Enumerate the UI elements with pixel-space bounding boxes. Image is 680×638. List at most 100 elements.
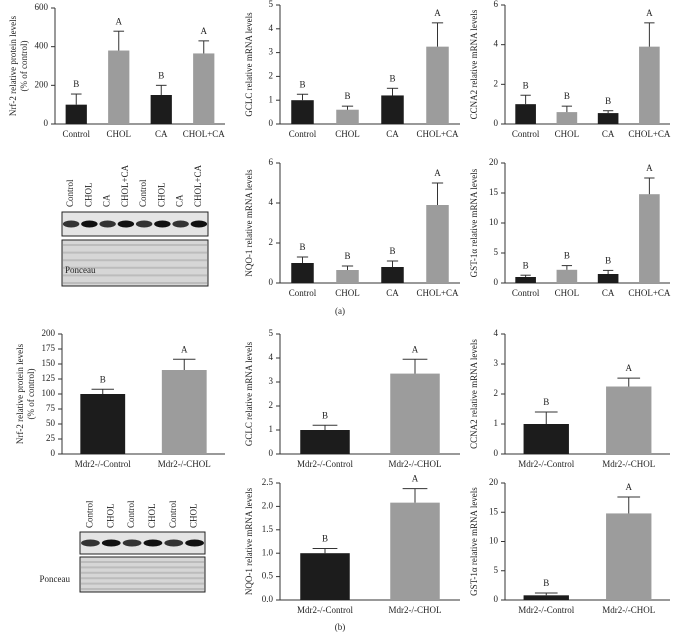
x-tick-label: CA bbox=[155, 129, 168, 139]
x-tick-label: Mdr2-/-CHOL bbox=[158, 459, 211, 469]
y-tick-label: 5 bbox=[494, 247, 499, 257]
bar bbox=[597, 274, 619, 283]
significance-letter: B bbox=[605, 255, 611, 265]
error-bar bbox=[70, 93, 82, 105]
y-tick-label: 4 bbox=[494, 328, 499, 338]
error-bar bbox=[644, 177, 655, 195]
y-tick-label: 0 bbox=[494, 118, 499, 128]
y-tick-label: 4 bbox=[269, 23, 274, 33]
bar bbox=[300, 553, 350, 600]
lane-label: CHOL bbox=[83, 183, 93, 208]
error-bar bbox=[113, 30, 125, 51]
significance-letter: A bbox=[412, 474, 419, 484]
significance-letter: B bbox=[605, 96, 611, 106]
significance-letter: A bbox=[434, 8, 441, 18]
protein-band bbox=[135, 220, 153, 228]
protein-band bbox=[99, 220, 116, 228]
error-bar bbox=[602, 269, 614, 274]
lane-label: Control bbox=[84, 500, 94, 528]
protein-band bbox=[185, 539, 204, 547]
y-tick-label: 1 bbox=[269, 94, 274, 104]
y-tick-label: 2 bbox=[494, 388, 499, 398]
x-tick-label: Mdr2-/-CHOL bbox=[602, 605, 655, 615]
error-bar bbox=[431, 22, 444, 47]
y-axis-label: NQO-1 relative mRNA levels bbox=[244, 487, 254, 595]
y-tick-label: 175 bbox=[42, 343, 56, 353]
bar bbox=[150, 95, 172, 124]
error-bar bbox=[644, 22, 655, 47]
y-tick-label: 3 bbox=[494, 358, 499, 368]
error-bar bbox=[198, 40, 210, 54]
x-tick-label: CHOL bbox=[107, 129, 132, 139]
y-tick-label: 1 bbox=[494, 418, 499, 428]
y-tick-label: 150 bbox=[42, 358, 56, 368]
x-tick-label: CHOL+CA bbox=[416, 288, 459, 298]
protein-band bbox=[164, 539, 184, 547]
protein-band bbox=[154, 220, 171, 228]
y-tick-label: 1.5 bbox=[262, 524, 274, 534]
significance-letter: B bbox=[299, 242, 305, 252]
y-tick-label: 50 bbox=[46, 418, 56, 428]
y-tick-label: 0 bbox=[44, 118, 49, 128]
ponceau-frame bbox=[61, 239, 209, 287]
error-bar bbox=[312, 548, 338, 554]
bar bbox=[381, 267, 404, 283]
y-axis-label: CCNA2 relative mRNA levels bbox=[469, 9, 479, 119]
y-tick-label: 0 bbox=[494, 277, 499, 287]
x-tick-label: Control bbox=[512, 288, 540, 298]
y-tick-label: 2.0 bbox=[262, 500, 274, 510]
x-tick-label: CHOL+CA bbox=[628, 129, 671, 139]
significance-letter: B bbox=[564, 91, 570, 101]
protein-band bbox=[81, 220, 98, 228]
significance-letter: B bbox=[344, 251, 350, 261]
bar bbox=[523, 595, 569, 600]
lane-label: CHOL bbox=[189, 504, 199, 529]
x-tick-label: Mdr2-/-CHOL bbox=[389, 459, 442, 469]
x-tick-label: Control bbox=[62, 129, 90, 139]
lane-label: CA bbox=[102, 194, 112, 207]
y-tick-label: 2 bbox=[269, 237, 274, 247]
y-tick-label: 0 bbox=[494, 594, 499, 604]
x-tick-label: CHOL+CA bbox=[183, 129, 226, 139]
blot-frame bbox=[79, 531, 206, 555]
y-tick-label: 0 bbox=[269, 118, 274, 128]
x-tick-label: CA bbox=[602, 288, 615, 298]
error-bar bbox=[341, 265, 354, 270]
significance-letter: B bbox=[523, 260, 529, 270]
x-tick-label: Control bbox=[289, 288, 317, 298]
x-tick-label: CHOL+CA bbox=[416, 129, 459, 139]
bar bbox=[390, 502, 440, 600]
y-tick-label: 15 bbox=[489, 506, 499, 516]
y-tick-label: 400 bbox=[35, 41, 49, 51]
protein-band bbox=[101, 539, 121, 547]
y-tick-label: 15 bbox=[489, 187, 499, 197]
x-tick-label: Mdr2-/-Control bbox=[518, 459, 574, 469]
bar bbox=[336, 109, 359, 124]
x-tick-label: CA bbox=[602, 129, 615, 139]
error-bar bbox=[602, 110, 614, 114]
ponceau-label: Ponceau bbox=[40, 574, 71, 584]
error-bar bbox=[431, 182, 444, 205]
significance-letter: B bbox=[299, 79, 305, 89]
error-bar bbox=[155, 84, 167, 95]
lane-label: CHOL bbox=[147, 504, 157, 529]
ponceau-label: Ponceau bbox=[65, 265, 96, 275]
significance-letter: A bbox=[201, 26, 208, 36]
protein-band bbox=[143, 539, 163, 547]
y-axis-label: GST-1α relative mRNA levels bbox=[469, 487, 479, 596]
y-tick-label: 20 bbox=[489, 477, 499, 487]
significance-letter: A bbox=[412, 344, 419, 354]
x-tick-label: Mdr2-/-CHOL bbox=[602, 459, 655, 469]
y-tick-label: 10 bbox=[489, 536, 499, 546]
bar bbox=[336, 270, 359, 283]
significance-letter: A bbox=[646, 8, 653, 18]
bar bbox=[291, 263, 314, 283]
error-bar bbox=[617, 377, 641, 387]
y-tick-label: 5 bbox=[269, 0, 274, 9]
bar bbox=[291, 100, 314, 124]
lane-label: CHOL+CA bbox=[193, 164, 203, 207]
lane-label: Control bbox=[126, 500, 136, 528]
y-tick-label: 0 bbox=[269, 448, 274, 458]
significance-letter: B bbox=[322, 534, 328, 544]
lane-label: CA bbox=[175, 194, 185, 207]
